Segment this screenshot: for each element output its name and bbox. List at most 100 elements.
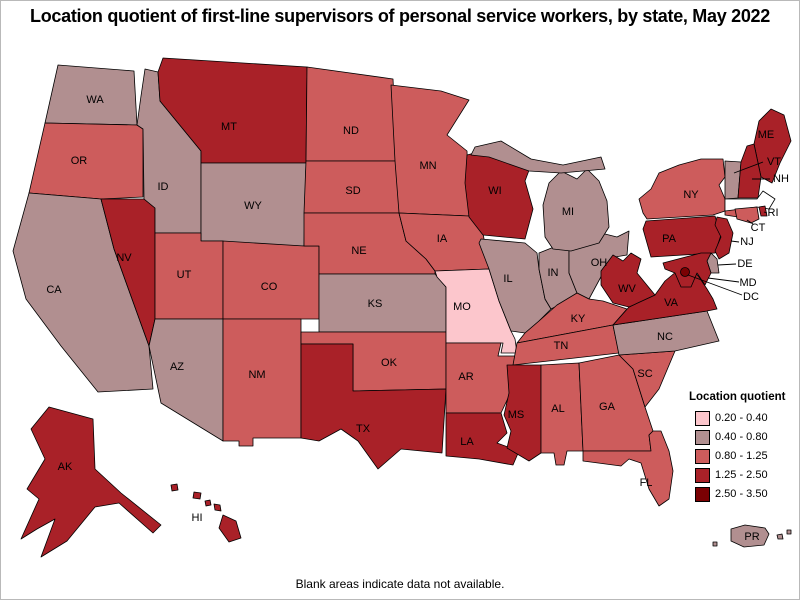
state-ND[interactable]: [305, 66, 398, 162]
state-label-VT: VT: [767, 156, 781, 168]
state-TX[interactable]: [300, 343, 447, 470]
state-label-MD: MD: [739, 277, 756, 289]
state-label-SC: SC: [637, 368, 652, 380]
callout-line-DE: [717, 263, 737, 266]
map-legend: Location quotient 0.20 - 0.40 0.40 - 0.80…: [687, 391, 799, 505]
state-HI[interactable]: [213, 503, 222, 512]
state-DC[interactable]: [680, 267, 690, 277]
state-PR[interactable]: [712, 541, 718, 547]
state-label-NV: NV: [116, 252, 132, 264]
state-label-IL: IL: [503, 273, 512, 285]
legend-swatch-0: [695, 410, 710, 426]
state-label-KS: KS: [368, 298, 383, 310]
state-label-TX: TX: [356, 423, 371, 435]
state-label-MN: MN: [419, 160, 436, 172]
state-label-NY: NY: [683, 189, 699, 201]
state-label-IN: IN: [548, 267, 559, 279]
state-label-ME: ME: [758, 129, 775, 141]
state-PR[interactable]: [730, 524, 770, 548]
legend-item-4: 2.50 - 3.50: [687, 486, 799, 502]
legend-swatch-4: [695, 486, 710, 502]
callout-line-MD: [707, 277, 740, 283]
state-label-SD: SD: [345, 185, 360, 197]
state-PR[interactable]: [786, 529, 792, 535]
state-label-GA: GA: [599, 401, 616, 413]
state-label-NE: NE: [351, 245, 366, 257]
state-label-NC: NC: [657, 331, 673, 343]
state-HI[interactable]: [218, 514, 242, 543]
state-FL[interactable]: [582, 430, 674, 507]
state-label-UT: UT: [177, 269, 192, 281]
state-label-AL: AL: [551, 403, 564, 415]
state-AR[interactable]: [445, 342, 516, 414]
state-HI[interactable]: [192, 491, 202, 500]
callout-line-NJ: [730, 240, 740, 243]
state-label-ID: ID: [158, 181, 169, 193]
state-label-AR: AR: [458, 371, 473, 383]
state-MI[interactable]: [470, 140, 606, 174]
state-NM[interactable]: [222, 318, 302, 447]
state-label-VA: VA: [664, 297, 679, 309]
legend-range-label-3: 1.25 - 2.50: [715, 469, 768, 481]
legend-item-2: 0.80 - 1.25: [687, 448, 799, 464]
state-AZ[interactable]: [148, 318, 224, 442]
state-HI[interactable]: [204, 499, 212, 507]
legend-range-label-0: 0.20 - 0.40: [715, 412, 768, 424]
state-label-OK: OK: [381, 357, 398, 369]
state-RI[interactable]: [758, 205, 768, 217]
state-AK[interactable]: [20, 406, 162, 558]
legend-swatch-2: [695, 448, 710, 464]
state-label-MI: MI: [562, 206, 574, 218]
state-label-WI: WI: [488, 185, 501, 197]
state-label-ND: ND: [343, 125, 359, 137]
state-NJ[interactable]: [714, 216, 734, 260]
state-MA[interactable]: [724, 190, 776, 212]
state-HI[interactable]: [170, 483, 179, 492]
state-label-LA: LA: [460, 436, 474, 448]
state-NY[interactable]: [638, 158, 726, 220]
state-label-DC: DC: [743, 291, 759, 303]
callout-line-VT: [733, 161, 764, 174]
state-label-NM: NM: [248, 369, 265, 381]
state-label-AZ: AZ: [170, 361, 184, 373]
state-label-CO: CO: [261, 281, 278, 293]
state-NH[interactable]: [737, 143, 762, 199]
state-label-RI: RI: [768, 207, 779, 219]
state-label-WY: WY: [244, 200, 262, 212]
callout-line-CT: [746, 219, 754, 225]
state-label-CT: CT: [751, 222, 766, 234]
state-label-NJ: NJ: [740, 236, 753, 248]
state-label-AK: AK: [58, 461, 73, 473]
legend-swatch-1: [695, 429, 710, 445]
legend-range-label-1: 0.40 - 0.80: [715, 431, 768, 443]
state-label-MS: MS: [508, 409, 525, 421]
state-MN[interactable]: [390, 84, 470, 217]
state-label-WV: WV: [618, 283, 636, 295]
state-label-HI: HI: [192, 512, 203, 524]
page-title: Location quotient of first-line supervis…: [30, 6, 770, 26]
state-label-MT: MT: [221, 121, 237, 133]
legend-item-0: 0.20 - 0.40: [687, 410, 799, 426]
state-PR[interactable]: [776, 533, 784, 540]
legend-item-3: 1.25 - 2.50: [687, 467, 799, 483]
state-label-WA: WA: [86, 94, 104, 106]
state-label-TN: TN: [554, 340, 569, 352]
legend-title: Location quotient: [689, 391, 786, 403]
state-label-CA: CA: [46, 284, 62, 296]
state-PA[interactable]: [642, 215, 722, 258]
state-label-NH: NH: [773, 173, 789, 185]
state-label-MO: MO: [453, 301, 471, 313]
state-MI[interactable]: [542, 168, 610, 252]
state-WV[interactable]: [600, 252, 656, 308]
legend-swatch-3: [695, 467, 710, 483]
callout-line-DC: [687, 274, 743, 296]
legend-range-label-4: 2.50 - 3.50: [715, 488, 768, 500]
footnote: Blank areas indicate data not available.: [295, 577, 505, 591]
state-CT[interactable]: [734, 206, 760, 224]
callout-line-RI: [763, 211, 768, 214]
state-label-FL: FL: [640, 477, 653, 489]
legend-item-1: 0.40 - 0.80: [687, 429, 799, 445]
state-KS[interactable]: [318, 273, 447, 333]
legend-range-label-2: 0.80 - 1.25: [715, 450, 768, 462]
